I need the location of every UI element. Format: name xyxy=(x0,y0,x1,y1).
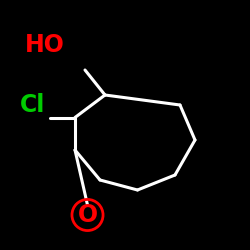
Text: Cl: Cl xyxy=(20,93,46,117)
Text: HO: HO xyxy=(25,33,65,57)
Text: O: O xyxy=(78,203,98,227)
